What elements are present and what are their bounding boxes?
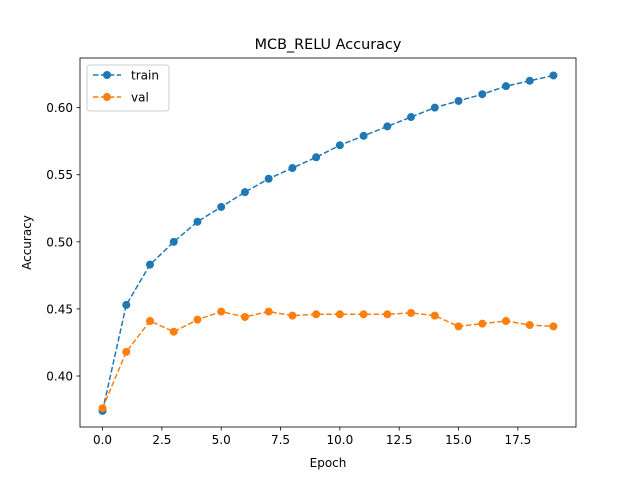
data-point-train [264, 174, 273, 183]
data-point-train [501, 82, 510, 91]
data-point-train [359, 131, 368, 140]
data-point-val [549, 322, 558, 331]
x-tick-label: 5.0 [212, 433, 231, 447]
data-point-train [240, 188, 249, 197]
data-point-val [478, 319, 487, 328]
legend-label: val [131, 91, 149, 105]
data-point-train [193, 217, 202, 226]
x-tick-label: 2.5 [152, 433, 171, 447]
data-point-train [169, 237, 178, 246]
data-point-val [312, 310, 321, 319]
data-point-train [383, 122, 392, 131]
data-point-val [383, 310, 392, 319]
data-point-train [312, 153, 321, 162]
data-point-val [98, 404, 107, 413]
series-layer [98, 71, 558, 415]
data-point-train [407, 113, 416, 122]
legend: train val [86, 64, 170, 112]
data-point-val [407, 308, 416, 317]
x-tick-label: 17.5 [504, 433, 531, 447]
y-tick-label: 0.60 [46, 101, 73, 115]
y-ticks: 0.40 0.45 0.50 0.55 0.60 [46, 101, 80, 384]
data-point-val [264, 307, 273, 316]
legend-label: train [131, 69, 159, 83]
data-point-train [454, 96, 463, 105]
data-point-train [288, 164, 297, 173]
data-point-val [359, 310, 368, 319]
x-tick-label: 15.0 [445, 433, 472, 447]
data-point-val [501, 316, 510, 325]
data-point-val [240, 312, 249, 321]
series-train [98, 71, 558, 415]
data-point-val [122, 347, 131, 356]
legend-marker [103, 71, 111, 79]
y-tick-label: 0.50 [46, 235, 73, 249]
data-point-train [478, 90, 487, 99]
legend-marker [103, 93, 111, 101]
y-axis-label: Accuracy [20, 215, 34, 270]
y-tick-label: 0.55 [46, 168, 73, 182]
y-tick-label: 0.40 [46, 370, 73, 384]
data-point-val [169, 327, 178, 336]
x-tick-label: 0.0 [93, 433, 112, 447]
x-tick-label: 7.5 [271, 433, 290, 447]
data-point-val [335, 310, 344, 319]
data-point-val [454, 322, 463, 331]
legend-item-val: val [93, 91, 149, 105]
data-point-val [288, 311, 297, 320]
chart-title: MCB_RELU Accuracy [255, 37, 402, 53]
legend-item-train: train [93, 69, 159, 83]
data-point-train [430, 103, 439, 112]
data-point-val [217, 307, 226, 316]
data-point-val [146, 316, 155, 325]
plot-frame [79, 57, 577, 428]
data-point-train [549, 71, 558, 80]
x-axis-label: Epoch [310, 456, 347, 470]
series-val [98, 307, 558, 413]
data-point-train [525, 76, 534, 85]
data-point-val [430, 311, 439, 320]
series-line-train [101, 74, 554, 412]
data-point-train [122, 300, 131, 309]
data-point-val [525, 321, 534, 330]
x-tick-label: 12.5 [386, 433, 413, 447]
series-line-val [101, 310, 554, 409]
data-point-train [335, 141, 344, 150]
data-point-train [217, 202, 226, 211]
y-tick-label: 0.45 [46, 302, 73, 316]
data-point-train [146, 260, 155, 269]
x-tick-label: 10.0 [327, 433, 354, 447]
data-point-val [193, 315, 202, 324]
x-ticks: 0.0 2.5 5.0 7.5 10.0 12.5 15.0 17.5 [93, 427, 531, 447]
